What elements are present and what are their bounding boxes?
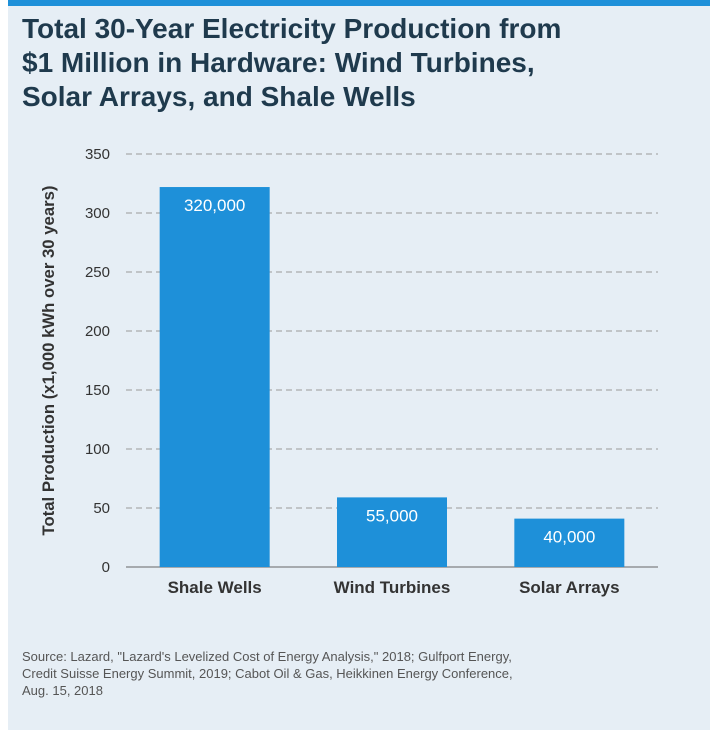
y-tick-label: 0 [102,559,110,576]
y-tick-label: 50 [93,500,110,517]
y-tick-label: 100 [85,441,110,458]
source-note: Source: Lazard, "Lazard's Levelized Cost… [22,649,513,698]
bar-value-label: 40,000 [543,528,595,547]
y-tick-label: 200 [85,323,110,340]
accent-bar [8,0,710,6]
x-tick-label: Shale Wells [168,578,262,597]
x-tick-label: Solar Arrays [519,578,619,597]
bar-3 [514,518,625,567]
bar-2 [337,497,447,567]
y-tick-label: 350 [85,146,110,163]
y-tick-label: 250 [85,264,110,281]
bar-value-label: 320,000 [184,196,245,215]
bar-chart: 0 50 100 150 200 250 300 350 Total Production (x… [39,146,658,597]
chart-panel: Total 30-Year Electricity Production fro… [8,0,710,730]
bar-value-label: 55,000 [366,506,418,525]
y-axis-title: Total Production (x1,000 kWh over 30 yea… [39,186,58,536]
y-tick-label: 300 [85,205,110,222]
bar-1 [159,187,270,568]
x-tick-label: Wind Turbines [334,578,451,597]
y-tick-label: 150 [85,382,110,399]
chart-title: Total 30-Year Electricity Production fro… [22,13,562,112]
